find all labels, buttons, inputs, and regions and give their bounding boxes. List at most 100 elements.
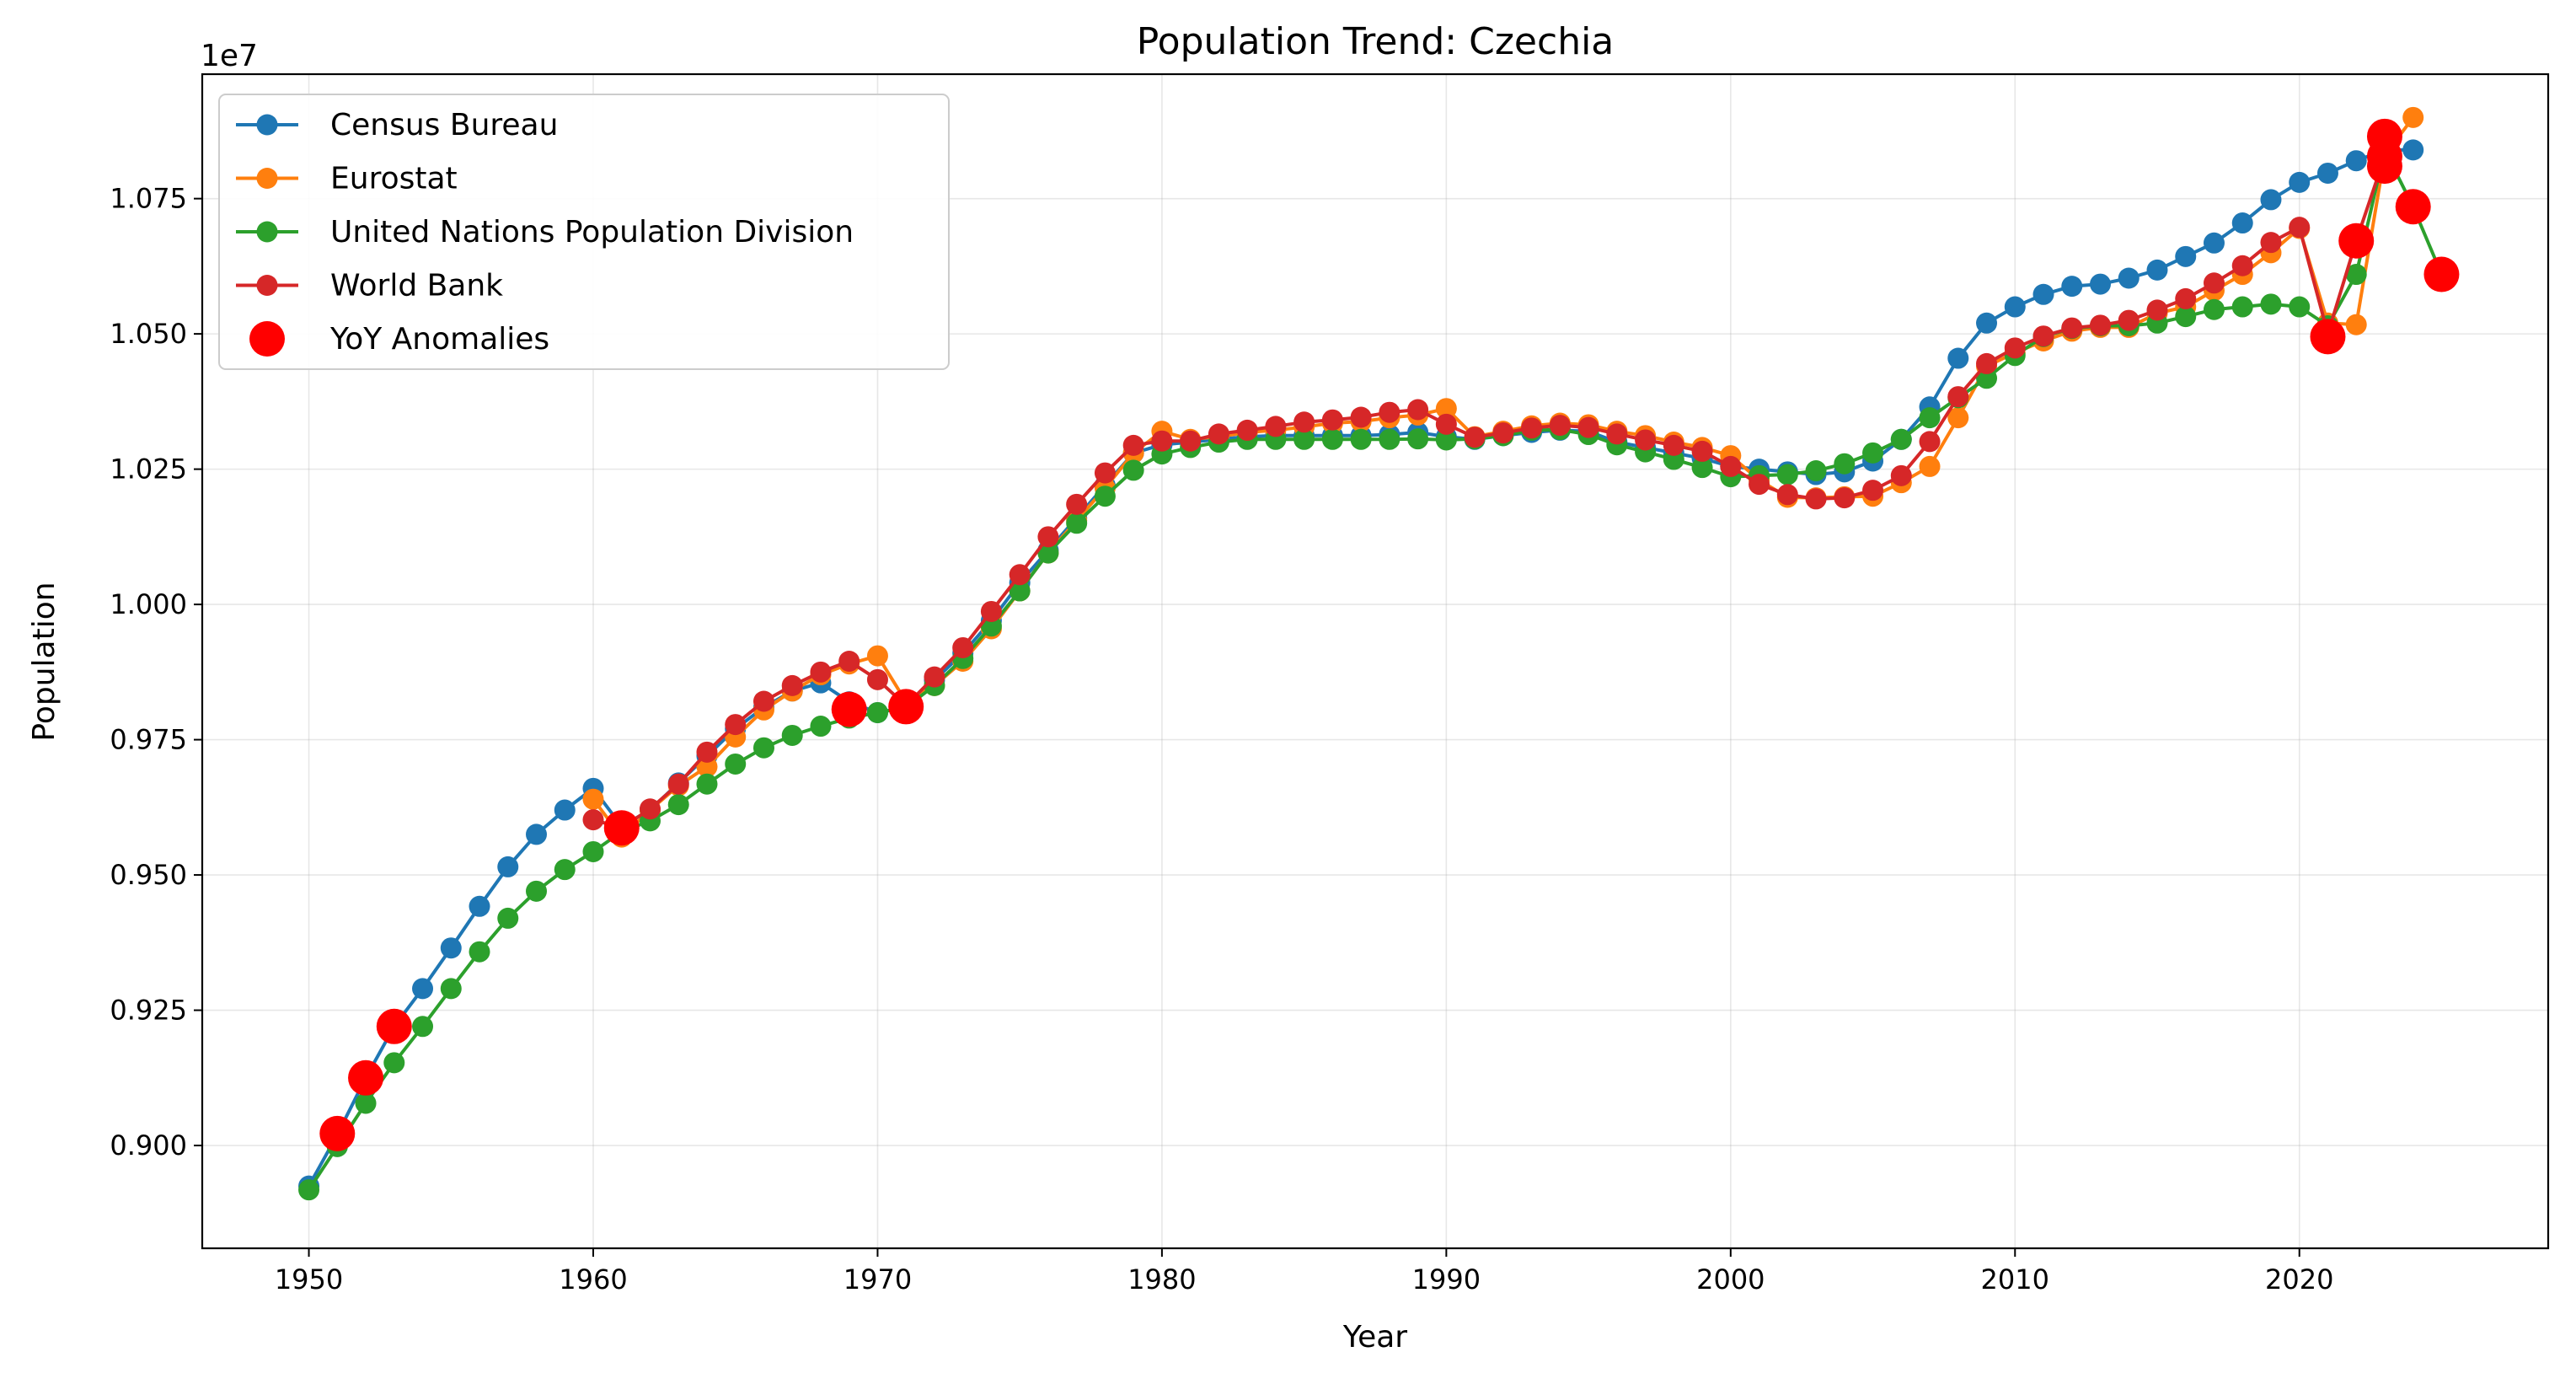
data-point [2289, 171, 2311, 193]
data-point [526, 823, 548, 845]
data-point [2090, 273, 2112, 295]
data-point [1691, 440, 1713, 462]
axes-frame [201, 72, 2550, 1250]
data-point [2004, 296, 2026, 318]
y-tick-label: 1.075 [110, 183, 187, 215]
data-point [1009, 564, 1031, 586]
data-point [2118, 309, 2140, 331]
y-axis-title: Population [27, 582, 62, 741]
anomaly-point [2423, 256, 2460, 292]
data-point [667, 794, 689, 816]
data-point [1321, 409, 1343, 431]
series-yoy-anomalies [319, 118, 2460, 1151]
x-tick-label: 2010 [1981, 1263, 2049, 1295]
ticks: 1950 1960 1970 1980 1990 2000 2010 2020 0.900 0.9… [110, 183, 2333, 1295]
series-line [592, 155, 2386, 830]
data-point [2289, 296, 2311, 318]
y-tick-label: 0.900 [110, 1129, 187, 1161]
data-point [1947, 407, 1969, 429]
data-point [2345, 150, 2367, 172]
data-point [1919, 407, 1941, 429]
data-point [1265, 416, 1287, 437]
y-tick-label: 1.000 [110, 588, 187, 620]
anomaly-point [319, 1115, 356, 1151]
y-tick-label: 1.025 [110, 453, 187, 485]
data-point [1350, 428, 1372, 450]
y-axis-multiplier: 1e7 [201, 39, 258, 73]
legend-label: YoY Anomalies [329, 322, 549, 357]
data-point [1037, 542, 1059, 564]
data-point [497, 856, 519, 877]
series-world-bank [582, 146, 2396, 839]
data-point [1834, 453, 1856, 475]
data-point [2061, 317, 2083, 339]
data-point [980, 600, 1002, 622]
data-point [2175, 245, 2197, 267]
data-point [1066, 493, 1088, 515]
data-point [1976, 367, 1998, 389]
legend-entry-world-bank: World Bank [236, 269, 503, 303]
data-point [924, 666, 945, 688]
data-point [1862, 480, 1884, 502]
data-point [1122, 459, 1144, 481]
data-point [1094, 462, 1116, 484]
data-point [696, 741, 718, 763]
data-point [1549, 415, 1571, 437]
x-tick-label: 2020 [2265, 1263, 2333, 1295]
data-point [469, 941, 490, 963]
data-point [639, 798, 661, 820]
data-point [554, 859, 576, 881]
legend-entry-eurostat: Eurostat [236, 162, 458, 196]
anomaly-point [2338, 223, 2375, 259]
data-point [781, 724, 803, 746]
data-point [1890, 464, 1912, 486]
data-point [1805, 488, 1827, 510]
data-point [469, 895, 490, 917]
data-point [582, 840, 604, 862]
legend-entry-yoy-anomalies: YoY Anomalies [249, 321, 549, 357]
chart-title: Population Trend: Czechia [1137, 20, 1615, 63]
data-point [1379, 401, 1400, 423]
data-point [2032, 283, 2054, 305]
data-point [2289, 217, 2311, 239]
data-point [2231, 212, 2253, 234]
y-tick-label: 1.050 [110, 318, 187, 350]
legend-marker [256, 221, 278, 243]
legend-label: United Nations Population Division [330, 215, 854, 249]
data-point [355, 1092, 377, 1114]
data-point [696, 756, 718, 778]
data-point [1407, 399, 1429, 421]
anomaly-point [888, 689, 924, 725]
x-tick-label: 1980 [1127, 1263, 1196, 1295]
data-point [582, 788, 604, 810]
data-point [412, 978, 434, 1000]
data-point [2175, 306, 2197, 328]
data-point [554, 799, 576, 821]
anomaly-point [2366, 148, 2402, 185]
anomaly-point [2395, 189, 2431, 225]
anomaly-point [348, 1059, 384, 1096]
data-point [1663, 434, 1684, 456]
x-tick-label: 1970 [843, 1263, 912, 1295]
data-point [1208, 423, 1229, 445]
data-point [1379, 428, 1400, 450]
data-point [1890, 428, 1912, 450]
data-point [1976, 352, 1998, 374]
data-point [810, 716, 832, 738]
data-point [752, 690, 774, 712]
data-point [2146, 259, 2168, 281]
x-tick-label: 1960 [559, 1263, 627, 1295]
data-point [1947, 386, 1969, 408]
data-point [1009, 580, 1031, 602]
data-point [2090, 314, 2112, 336]
legend-box [218, 94, 950, 370]
data-point [412, 1016, 434, 1038]
data-point [1435, 413, 1457, 435]
x-tick-label: 1990 [1412, 1263, 1481, 1295]
data-point [1122, 434, 1144, 456]
legend-label: Eurostat [330, 162, 458, 196]
anomaly-point [603, 810, 640, 846]
data-point [1834, 487, 1856, 509]
data-point [440, 937, 462, 959]
